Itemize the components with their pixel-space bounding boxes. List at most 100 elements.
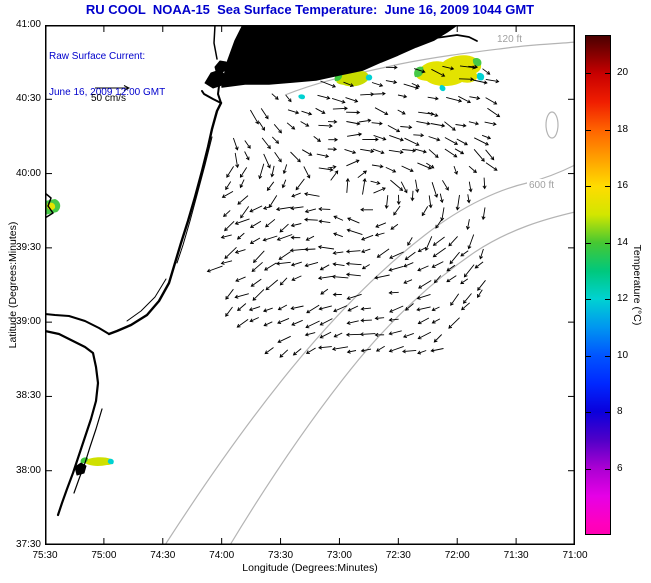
current-vector-arrow [345,97,359,103]
current-vector-arrow [237,195,249,205]
current-vector-arrow [249,317,259,323]
current-vector-arrow [421,206,429,217]
annotation-line-1: Raw Surface Current: [49,51,146,62]
current-vector-arrow [416,306,431,312]
current-vector-arrow [448,236,458,247]
current-vector-arrow [277,304,288,311]
current-vector-arrow [444,121,456,131]
current-vector-arrow [473,149,485,162]
current-vector-arrow [237,303,247,312]
colorbar-gradient [585,35,611,535]
current-vector-arrow [460,250,469,257]
colorbar-tick-label: 8 [617,406,623,418]
scale-arrow-label: 50 cm/s [91,93,127,104]
x-tick-label: 75:30 [32,550,58,561]
current-vector-arrow [463,264,475,278]
current-vector-arrow [482,177,487,190]
current-vector-arrow [431,182,439,198]
current-vector-arrow [360,318,372,323]
current-vector-arrow [304,247,316,252]
x-tick-label: 71:00 [562,550,588,561]
scale-arrow [95,85,131,91]
current-vector-arrow [317,245,335,250]
current-vector-arrow [224,220,235,232]
colorbar-tick-mark [586,73,591,75]
current-vector-arrow [430,348,444,353]
colorbar-tick-mark [605,468,610,470]
current-vector-arrow [417,265,429,272]
current-vector-arrow [268,195,278,209]
current-vector-arrow [282,164,288,175]
current-vector-arrow [389,251,404,259]
current-vector-arrow [360,306,372,311]
current-vector-arrow [417,350,427,355]
current-vector-arrow [372,91,386,96]
current-vector-arrow [345,272,361,277]
current-vector-arrow [403,262,414,268]
current-vector-arrow [374,232,385,237]
current-vector-arrow [258,121,265,131]
current-vector-arrow [393,205,401,216]
current-vector-arrow [402,349,417,354]
current-vector-arrow [376,248,390,258]
current-vector-arrow [346,320,359,325]
current-vector-arrow [444,148,458,158]
current-vector-arrow [331,274,349,279]
current-vector-arrow [370,180,381,185]
current-vector-arrow [446,275,457,283]
coastline [126,278,167,322]
current-vector-arrow [362,137,379,142]
x-tick-label: 72:30 [385,550,411,561]
current-vector-arrow [385,80,398,85]
current-vector-arrow [435,218,443,229]
current-vector-arrow [404,251,416,261]
colorbar-tick-mark [605,242,610,244]
current-vector-arrow [347,217,360,224]
current-vector-arrow [252,289,265,301]
current-vector-arrow [292,348,302,356]
colorbar-tick-label: 6 [617,462,623,474]
current-vector-arrow [265,279,279,291]
current-vector-arrow [346,228,363,236]
current-vector-arrow [331,97,346,104]
current-vector-arrow [225,288,234,300]
current-vector-arrow [360,348,372,353]
x-tick-label: 72:00 [444,550,470,561]
current-vector-arrow [220,260,233,265]
current-vector-arrow [385,166,397,173]
current-vector-arrow [276,234,293,241]
current-vector-arrow [474,261,484,269]
current-vector-arrow [261,137,271,150]
colorbar-tick-mark [586,186,591,188]
current-vector-arrow [385,65,398,70]
current-vector-arrow [249,205,263,213]
colorbar-tick-label: 12 [617,293,629,305]
current-vector-arrow [301,149,313,156]
current-vector-arrow [278,251,291,260]
current-vector-arrow [417,247,427,253]
current-vector-arrow [458,77,475,82]
current-vector-arrow [318,305,332,311]
current-vector-arrow [234,293,249,299]
depth-label: 120 ft [497,34,522,45]
current-vector-arrow [444,137,459,145]
current-vector-arrow [332,106,348,111]
current-vector-arrow [266,181,275,192]
current-vector-arrow [263,321,273,327]
current-vector-arrow [279,349,289,358]
current-vector-arrow [431,68,446,77]
current-vector-arrow [305,320,320,329]
current-vector-arrow [414,148,427,154]
current-vector-arrow [331,346,349,351]
current-vector-arrow [432,236,445,246]
current-vector-arrow [262,235,278,242]
current-vector-arrow [446,264,456,272]
y-tick-label: 38:00 [15,464,41,476]
current-vector-arrow [320,288,329,295]
current-vector-arrow [460,278,469,285]
x-tick-label: 73:00 [326,550,352,561]
current-vector-arrow [417,317,430,325]
current-vector-arrow [303,166,311,179]
sst-patch [439,85,446,92]
current-vector-arrow [263,153,271,169]
